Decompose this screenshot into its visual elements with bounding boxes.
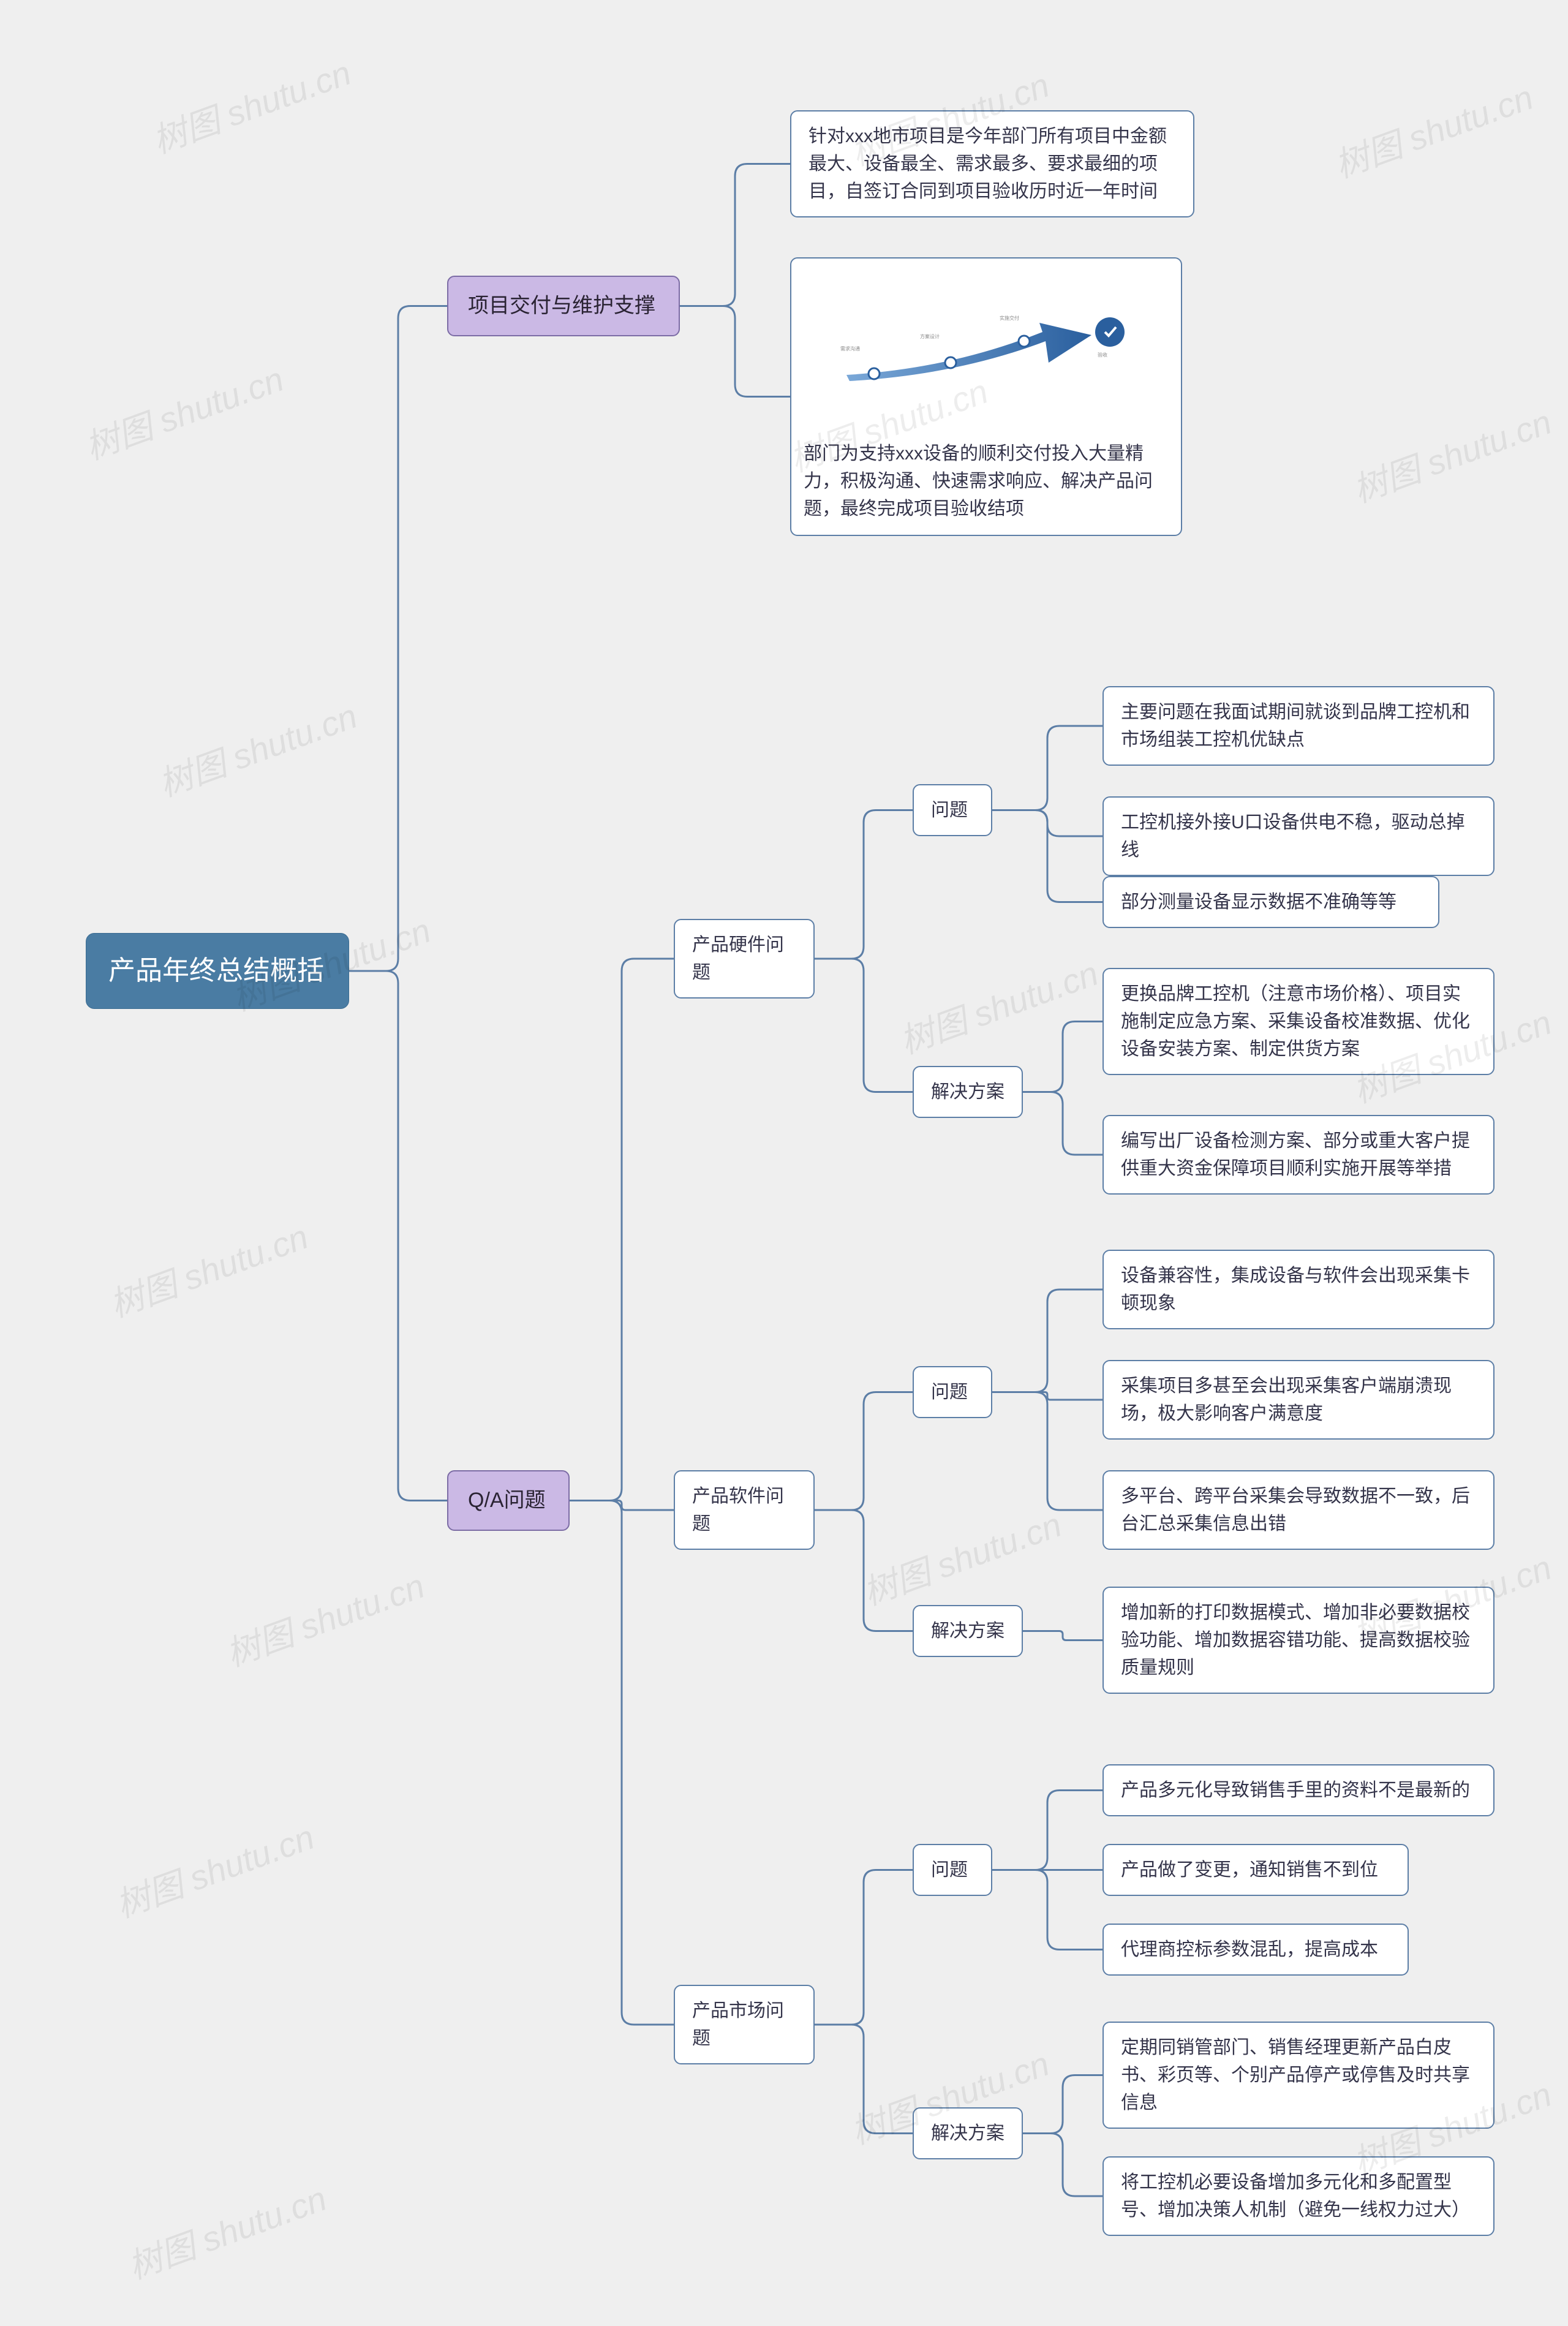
branch-hw-label: 产品硬件问题 <box>692 931 796 986</box>
branch-sw-q-label: 问题 <box>931 1378 968 1406</box>
delivery-image: 需求沟通 方案设计 实施交付 验收 <box>804 271 1165 430</box>
branch-mkt-q-label: 问题 <box>931 1856 968 1884</box>
branch-mkt-label: 产品市场问题 <box>692 1997 796 2052</box>
leaf-d2[interactable]: 需求沟通 方案设计 实施交付 验收 部门为支持xxx设备的顺利交付投入大量精力，… <box>790 257 1182 536</box>
branch-qa-label: Q/A问题 <box>468 1485 546 1516</box>
leaf-sw-a1-text: 增加新的打印数据模式、增加非必要数据校验功能、增加数据容错功能、提高数据校验质量… <box>1121 1599 1476 1682</box>
branch-hw-a[interactable]: 解决方案 <box>913 1066 1023 1118</box>
branch-delivery-label: 项目交付与维护支撑 <box>468 290 655 322</box>
svg-text:验收: 验收 <box>1098 352 1107 358</box>
leaf-mkt-q1-text: 产品多元化导致销售手里的资料不是最新的 <box>1121 1777 1470 1804</box>
leaf-mkt-q2[interactable]: 产品做了变更，通知销售不到位 <box>1102 1844 1409 1896</box>
leaf-sw-q3-text: 多平台、跨平台采集会导致数据不一致，后台汇总采集信息出错 <box>1121 1482 1476 1538</box>
watermark: 树图 shutu.cn <box>108 1810 320 1927</box>
leaf-mkt-q1[interactable]: 产品多元化导致销售手里的资料不是最新的 <box>1102 1764 1494 1816</box>
leaf-mkt-a1-text: 定期同销管部门、销售经理更新产品白皮书、彩页等、个别产品停产或停售及时共享信息 <box>1121 2034 1476 2116</box>
svg-text:方案设计: 方案设计 <box>920 333 940 339</box>
watermark: 树图 shutu.cn <box>218 1558 431 1676</box>
watermark: 树图 shutu.cn <box>855 1497 1068 1615</box>
watermark: 树图 shutu.cn <box>151 689 363 806</box>
watermark: 树图 shutu.cn <box>102 1209 314 1327</box>
branch-hw[interactable]: 产品硬件问题 <box>674 919 815 999</box>
leaf-hw-a2-text: 编写出厂设备检测方案、部分或重大客户提供重大资金保障项目顺利实施开展等举措 <box>1121 1127 1476 1182</box>
branch-delivery[interactable]: 项目交付与维护支撑 <box>447 276 680 336</box>
watermark: 树图 shutu.cn <box>1345 395 1558 512</box>
leaf-sw-q2[interactable]: 采集项目多甚至会出现采集客户端崩溃现场，极大影响客户满意度 <box>1102 1360 1494 1440</box>
leaf-sw-q3[interactable]: 多平台、跨平台采集会导致数据不一致，后台汇总采集信息出错 <box>1102 1470 1494 1550</box>
leaf-mkt-q3-text: 代理商控标参数混乱，提高成本 <box>1121 1936 1378 1963</box>
watermark: 树图 shutu.cn <box>145 45 357 163</box>
leaf-hw-q2-text: 工控机接外接U口设备供电不稳，驱动总掉线 <box>1121 809 1476 864</box>
leaf-sw-a1[interactable]: 增加新的打印数据模式、增加非必要数据校验功能、增加数据容错功能、提高数据校验质量… <box>1102 1587 1494 1694</box>
leaf-hw-q1-text: 主要问题在我面试期间就谈到品牌工控机和市场组装工控机优缺点 <box>1121 698 1476 753</box>
branch-sw-a[interactable]: 解决方案 <box>913 1605 1023 1657</box>
branch-hw-a-label: 解决方案 <box>931 1078 1005 1106</box>
watermark: 树图 shutu.cn <box>892 946 1104 1063</box>
leaf-sw-q2-text: 采集项目多甚至会出现采集客户端崩溃现场，极大影响客户满意度 <box>1121 1372 1476 1427</box>
svg-text:需求沟通: 需求沟通 <box>840 346 860 352</box>
watermark: 树图 shutu.cn <box>120 2171 333 2289</box>
root-node[interactable]: 产品年终总结概括 <box>86 933 349 1009</box>
arrow-diagram-icon: 需求沟通 方案设计 实施交付 验收 <box>840 308 1128 393</box>
leaf-mkt-a1[interactable]: 定期同销管部门、销售经理更新产品白皮书、彩页等、个别产品停产或停售及时共享信息 <box>1102 2022 1494 2129</box>
branch-mkt-a-label: 解决方案 <box>931 2120 1005 2147</box>
watermark: 树图 shutu.cn <box>77 352 290 469</box>
leaf-d1-text: 针对xxx地市项目是今年部门所有项目中金额最大、设备最全、需求最多、要求最细的项… <box>809 123 1176 205</box>
branch-qa[interactable]: Q/A问题 <box>447 1470 570 1531</box>
root-label: 产品年终总结概括 <box>108 951 324 991</box>
leaf-hw-q2[interactable]: 工控机接外接U口设备供电不稳，驱动总掉线 <box>1102 796 1494 876</box>
leaf-d1[interactable]: 针对xxx地市项目是今年部门所有项目中金额最大、设备最全、需求最多、要求最细的项… <box>790 110 1194 217</box>
branch-mkt[interactable]: 产品市场问题 <box>674 1985 815 2064</box>
leaf-hw-a1-text: 更换品牌工控机（注意市场价格）、项目实施制定应急方案、采集设备校准数据、优化设备… <box>1121 980 1476 1063</box>
leaf-sw-q1[interactable]: 设备兼容性，集成设备与软件会出现采集卡顿现象 <box>1102 1250 1494 1329</box>
leaf-hw-a2[interactable]: 编写出厂设备检测方案、部分或重大客户提供重大资金保障项目顺利实施开展等举措 <box>1102 1115 1494 1195</box>
branch-sw-a-label: 解决方案 <box>931 1617 1005 1645</box>
leaf-mkt-q2-text: 产品做了变更，通知销售不到位 <box>1121 1856 1378 1884</box>
branch-sw[interactable]: 产品软件问题 <box>674 1470 815 1550</box>
branch-mkt-a[interactable]: 解决方案 <box>913 2107 1023 2159</box>
branch-hw-q[interactable]: 问题 <box>913 784 992 836</box>
leaf-mkt-a2-text: 将工控机必要设备增加多元化和多配置型号、增加决策人机制（避免一线权力过大） <box>1121 2169 1476 2224</box>
branch-sw-label: 产品软件问题 <box>692 1482 796 1538</box>
leaf-sw-q1-text: 设备兼容性，集成设备与软件会出现采集卡顿现象 <box>1121 1262 1476 1317</box>
watermark: 树图 shutu.cn <box>1327 70 1539 187</box>
leaf-hw-q3-text: 部分测量设备显示数据不准确等等 <box>1121 888 1396 916</box>
svg-text:实施交付: 实施交付 <box>1000 315 1019 321</box>
branch-sw-q[interactable]: 问题 <box>913 1366 992 1418</box>
leaf-mkt-a2[interactable]: 将工控机必要设备增加多元化和多配置型号、增加决策人机制（避免一线权力过大） <box>1102 2156 1494 2236</box>
branch-hw-q-label: 问题 <box>931 796 968 824</box>
leaf-d2-text: 部门为支持xxx设备的顺利交付投入大量精力，积极沟通、快速需求响应、解决产品问题… <box>804 440 1169 523</box>
leaf-hw-a1[interactable]: 更换品牌工控机（注意市场价格）、项目实施制定应急方案、采集设备校准数据、优化设备… <box>1102 968 1494 1075</box>
leaf-hw-q1[interactable]: 主要问题在我面试期间就谈到品牌工控机和市场组装工控机优缺点 <box>1102 686 1494 766</box>
branch-mkt-q[interactable]: 问题 <box>913 1844 992 1896</box>
leaf-mkt-q3[interactable]: 代理商控标参数混乱，提高成本 <box>1102 1924 1409 1976</box>
leaf-hw-q3[interactable]: 部分测量设备显示数据不准确等等 <box>1102 876 1439 928</box>
